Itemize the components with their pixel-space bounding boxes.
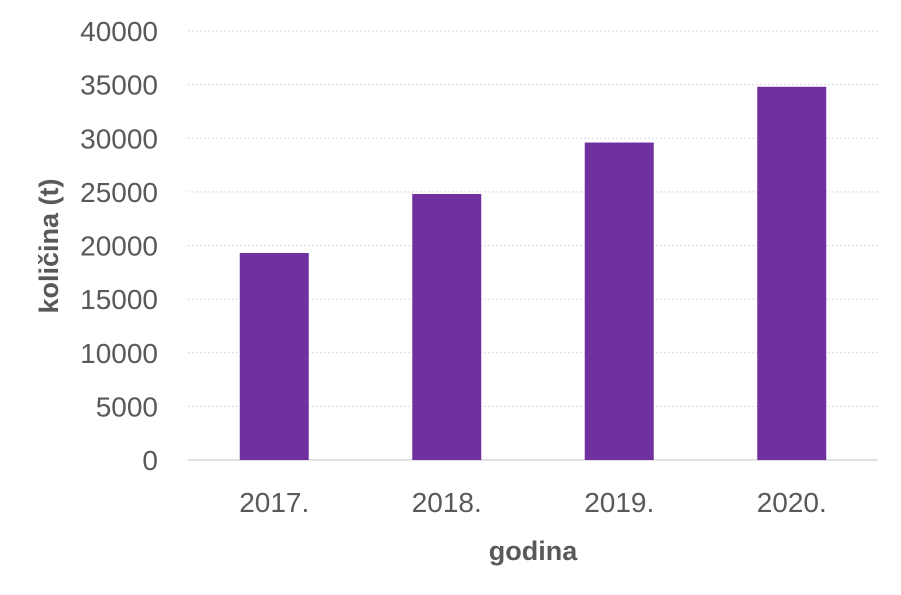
y-tick-label: 0 [142, 445, 158, 476]
x-tick-label: 2017. [239, 487, 309, 518]
y-tick-label: 40000 [80, 16, 158, 47]
y-tick-label: 5000 [96, 391, 158, 422]
y-tick-label: 10000 [80, 338, 158, 369]
x-tick-label: 2020. [757, 487, 827, 518]
y-tick-label: 15000 [80, 284, 158, 315]
y-axis-title: količina (t) [34, 178, 64, 313]
y-tick-label: 30000 [80, 123, 158, 154]
x-tick-labels: 2017. 2018. 2019. 2020. [239, 487, 827, 518]
x-axis-title: godina [489, 536, 578, 566]
bar [584, 142, 654, 461]
bar [757, 86, 827, 461]
bar [412, 194, 482, 460]
x-tick-label: 2018. [412, 487, 482, 518]
bar [239, 253, 309, 460]
y-tick-label: 25000 [80, 177, 158, 208]
bars [239, 86, 827, 461]
y-tick-label: 35000 [80, 70, 158, 101]
y-tick-labels: 0 5000 10000 15000 20000 25000 30000 35000 40000 [80, 16, 158, 476]
x-tick-label: 2019. [584, 487, 654, 518]
y-tick-label: 20000 [80, 231, 158, 262]
